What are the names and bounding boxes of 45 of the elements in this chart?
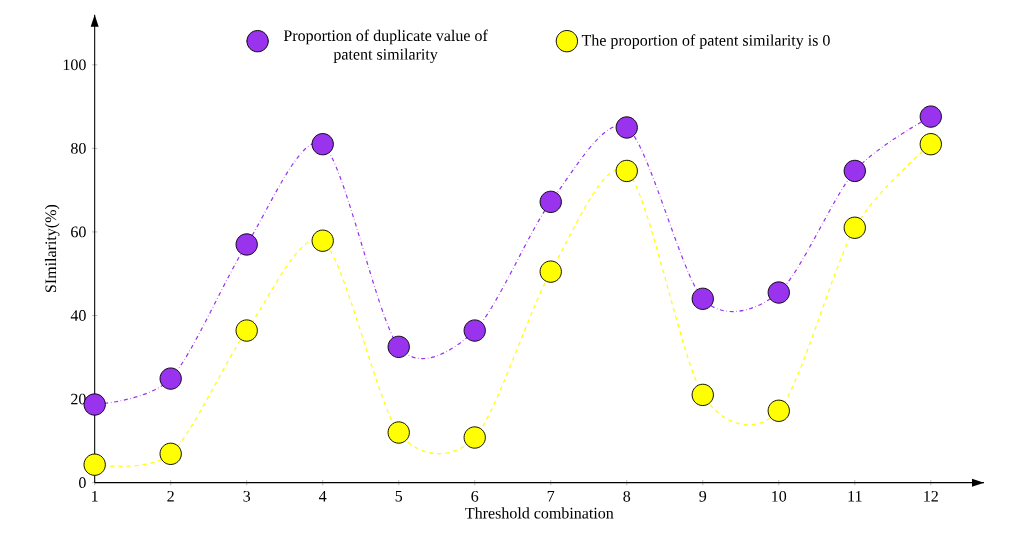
x-tick-label: 5 [395,490,403,502]
point [235,319,258,342]
point [159,367,182,390]
point [83,453,106,476]
point [311,133,334,156]
y-axis-title: SImilarity(%) [44,204,60,293]
x-axis-title: Threshold combination [465,507,614,519]
x-tick-label: 11 [848,490,862,502]
point [159,442,182,465]
x-tick-label: 8 [623,490,631,502]
point [311,229,334,252]
x-tick-label: 4 [319,490,327,502]
point [691,383,714,407]
point [387,335,410,358]
point [767,399,790,422]
point [767,281,790,304]
point [235,233,258,256]
point [691,287,714,310]
point [919,105,942,128]
y-tick-label: 80 [71,142,86,154]
point [463,426,486,449]
point [843,216,866,239]
point [843,159,866,183]
y-tick-label: 0 [79,477,86,489]
y-tick-label: 40 [70,310,86,321]
legend-label: The proportion of patent similarity is 0 [581,34,830,50]
point [539,190,562,213]
y-tick-label: 100 [63,59,86,71]
x-tick-label: 1 [92,490,98,502]
x-tick-label: 6 [471,490,479,502]
x-tick-label: 10 [772,490,787,502]
point [615,159,638,183]
x-tick-label: 9 [699,490,707,502]
x-tick-label: 2 [167,490,174,502]
y-tick-label: 60 [71,226,86,238]
x-tick-label: 3 [243,490,251,502]
point [615,116,638,139]
point [919,133,942,156]
x-tick-label: 7 [547,490,555,502]
point [387,421,410,444]
y-tick-label: 20 [71,393,86,405]
x-tick-label: 12 [924,490,938,502]
legend-label: Proportion of duplicate value of patent similarity [283,29,488,63]
point [463,319,486,342]
point [539,260,562,283]
